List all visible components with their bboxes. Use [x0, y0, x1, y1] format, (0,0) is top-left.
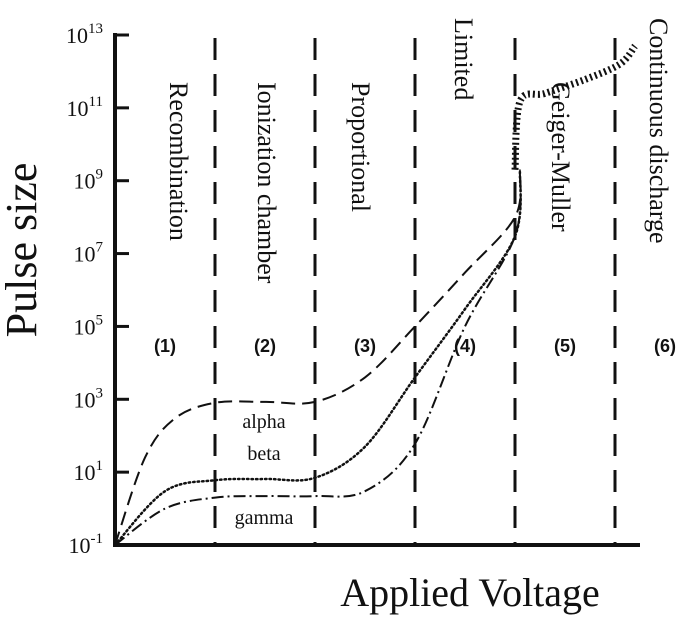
y-tick-label-7: 1013 [66, 21, 103, 48]
region-number-5: (5) [554, 336, 576, 356]
region-number-6: (6) [654, 336, 676, 356]
region-name-6: Continuous discharge [644, 18, 673, 244]
series-line-beta [113, 168, 522, 547]
region-dividers-group [213, 38, 617, 543]
region-name-2: Ionization chamber [252, 82, 281, 284]
y-tick-label-4: 107 [74, 240, 104, 267]
y-tick-label-5: 109 [74, 167, 104, 194]
series-label-beta: beta [247, 443, 280, 465]
region-name-3: Proportional [346, 82, 375, 212]
y-tick-label-3: 105 [74, 312, 104, 339]
region-number-1: (1) [154, 336, 176, 356]
region-name-5: Geiger-Muller [546, 82, 575, 232]
region-name-1: Recombination [164, 82, 193, 241]
region-number-3: (3) [354, 336, 376, 356]
y-tick-label-0: 10-1 [69, 531, 104, 558]
series-line-alpha [114, 169, 522, 546]
series-label-gamma: gamma [235, 507, 294, 529]
labels-group: (1) Recombination (2) Ionization chamber (3)… [0, 18, 676, 615]
series-label-alpha: alpha [242, 411, 285, 433]
y-tick-label-1: 101 [74, 458, 104, 485]
y-tick-label-6: 1011 [67, 94, 103, 121]
y-tick-label-2: 103 [74, 385, 104, 412]
x-axis-title: Applied Voltage [340, 570, 600, 615]
y-axis-title: Pulse size [0, 163, 46, 338]
axes-group: 10-1 101 103 105 107 109 1011 1013 [66, 21, 640, 558]
region-number-4: (4) [454, 336, 476, 356]
series-group [113, 43, 638, 547]
series-line-gamma [114, 169, 522, 546]
region-name-4: Limited [449, 18, 478, 100]
region-number-2: (2) [254, 336, 276, 356]
